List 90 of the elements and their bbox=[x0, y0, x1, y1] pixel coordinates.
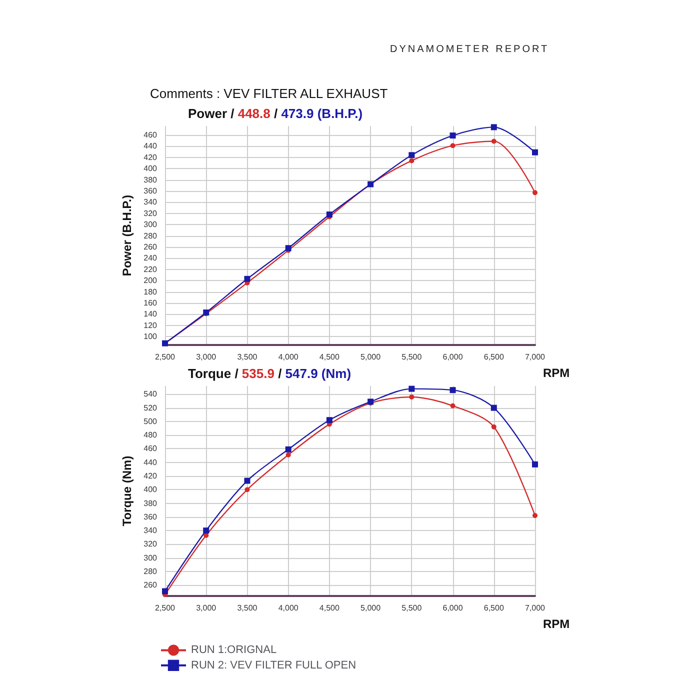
y-tick-label: 380 bbox=[144, 498, 158, 508]
point bbox=[491, 424, 496, 430]
point bbox=[203, 528, 210, 534]
y-tick-label: 520 bbox=[144, 403, 158, 412]
point bbox=[450, 143, 456, 148]
y-axis-title: Torque (Nm) bbox=[120, 456, 134, 526]
point bbox=[244, 478, 250, 484]
chart-title: Torque / 535.9 / 547.9 (Nm) bbox=[188, 366, 352, 381]
x-tick-label: 6,500 bbox=[484, 604, 504, 612]
y-tick-label: 100 bbox=[144, 332, 158, 342]
point bbox=[244, 276, 250, 282]
y-tick-label: 220 bbox=[144, 264, 158, 274]
x-tick-label: 5,500 bbox=[402, 604, 422, 612]
y-tick-label: 160 bbox=[144, 298, 158, 308]
point bbox=[326, 417, 332, 424]
y-tick-label: 340 bbox=[144, 526, 158, 536]
y-tick-label: 200 bbox=[144, 276, 158, 286]
point bbox=[450, 387, 456, 394]
y-tick-label: 480 bbox=[144, 430, 158, 440]
x-tick-label: 6,000 bbox=[442, 604, 464, 612]
x-tick-label: 5,500 bbox=[402, 352, 422, 362]
y-tick-label: 440 bbox=[144, 458, 158, 467]
y-tick-label: 400 bbox=[144, 164, 158, 174]
y-tick-label: 500 bbox=[144, 416, 158, 426]
chart-title: Power / 448.8 / 473.9 (B.H.P.) bbox=[188, 106, 363, 121]
y-tick-label: 240 bbox=[144, 254, 158, 263]
y-tick-label: 180 bbox=[144, 287, 158, 296]
point bbox=[162, 588, 168, 594]
y-tick-label: 540 bbox=[144, 390, 158, 399]
x-tick-label: 4,500 bbox=[319, 604, 340, 612]
point bbox=[285, 245, 292, 252]
legend-label: RUN 1:ORIGNAL bbox=[191, 644, 277, 656]
y-tick-label: 460 bbox=[144, 130, 158, 140]
point bbox=[491, 138, 496, 144]
y-axis-title: Power (B.H.P.) bbox=[120, 194, 134, 276]
y-tick-label: 380 bbox=[144, 175, 158, 184]
y-tick-label: 280 bbox=[144, 231, 158, 240]
x-tick-label: 5,000 bbox=[360, 352, 382, 362]
x-axis-title: RPM bbox=[543, 617, 570, 631]
point bbox=[490, 124, 497, 130]
x-tick-label: 2,500 bbox=[154, 352, 176, 362]
point bbox=[532, 513, 538, 518]
y-tick-label: 460 bbox=[144, 444, 158, 454]
legend-label: RUN 2: VEV FILTER FULL OPEN bbox=[191, 659, 356, 672]
y-tick-label: 280 bbox=[144, 566, 158, 576]
y-tick-label: 360 bbox=[144, 186, 158, 196]
y-tick-label: 260 bbox=[144, 580, 158, 590]
y-tick-label: 300 bbox=[144, 553, 158, 562]
y-tick-label: 440 bbox=[144, 142, 158, 151]
x-tick-label: 4,000 bbox=[278, 352, 299, 362]
text: DYNAMOMETER REPORT bbox=[390, 44, 550, 55]
x-tick-label: 3,000 bbox=[196, 352, 217, 362]
x-tick-label: 3,500 bbox=[237, 604, 258, 612]
y-tick-label: 420 bbox=[144, 152, 158, 162]
point bbox=[285, 446, 292, 452]
point bbox=[286, 452, 291, 458]
text: Comments : VEV FILTER ALL EXHAUST bbox=[150, 86, 388, 101]
x-axis-title: RPM bbox=[543, 366, 570, 380]
point bbox=[326, 211, 332, 218]
point bbox=[450, 132, 456, 139]
y-tick-label: 360 bbox=[144, 512, 158, 522]
x-tick-label: 4,500 bbox=[319, 352, 340, 362]
point bbox=[409, 394, 414, 400]
x-tick-label: 7,000 bbox=[524, 604, 546, 612]
point bbox=[532, 149, 538, 156]
x-tick-label: 5,000 bbox=[360, 604, 382, 612]
x-tick-label: 4,000 bbox=[278, 604, 299, 612]
point bbox=[450, 403, 456, 408]
point bbox=[408, 386, 415, 392]
point bbox=[409, 158, 414, 164]
point bbox=[408, 152, 415, 158]
y-tick-label: 420 bbox=[144, 472, 158, 480]
y-tick-label: 320 bbox=[144, 208, 158, 218]
y-tick-label: 120 bbox=[144, 320, 158, 330]
x-tick-label: 6,500 bbox=[484, 352, 504, 362]
y-tick-label: 320 bbox=[144, 540, 158, 549]
point bbox=[244, 487, 250, 492]
y-tick-label: 400 bbox=[144, 485, 158, 494]
x-tick-label: 3,500 bbox=[237, 352, 258, 362]
y-tick-label: 340 bbox=[144, 198, 158, 207]
y-tick-label: 140 bbox=[144, 310, 158, 319]
x-tick-label: 6,000 bbox=[442, 352, 464, 362]
x-tick-label: 2,500 bbox=[154, 604, 176, 612]
point bbox=[532, 461, 538, 468]
point bbox=[490, 404, 497, 411]
x-tick-label: 7,000 bbox=[524, 352, 546, 362]
x-tick-label: 3,000 bbox=[196, 604, 217, 612]
y-tick-label: 260 bbox=[144, 242, 158, 252]
y-tick-label: 300 bbox=[144, 220, 158, 230]
point bbox=[532, 190, 538, 196]
